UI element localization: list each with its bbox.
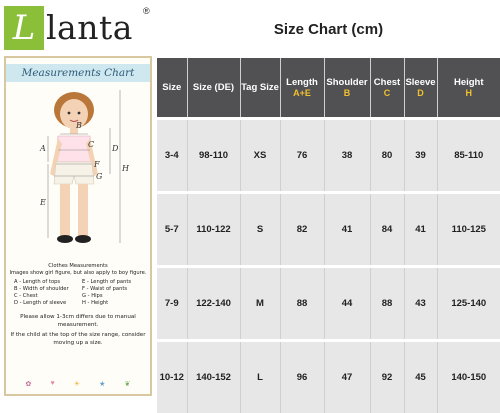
table-cell: 92 xyxy=(370,341,404,413)
header-size: Size xyxy=(157,58,187,119)
logo-text: lanta xyxy=(46,8,133,48)
header-chest-code: C xyxy=(371,88,404,99)
legend-item: F - Waist of pants xyxy=(82,286,148,293)
decorative-icons: ✿ ♥ ☀ ★ ❦ xyxy=(16,380,140,388)
table-cell: 110-122 xyxy=(187,193,240,267)
size-chart-title-bar: Size Chart (cm) xyxy=(157,0,500,58)
header-shoulder-code: B xyxy=(325,88,370,99)
sun-icon: ☀ xyxy=(74,380,80,388)
leaf-icon: ❦ xyxy=(125,380,131,388)
table-cell: 84 xyxy=(370,193,404,267)
table-cell: M xyxy=(240,267,280,341)
table-cell: 76 xyxy=(280,119,324,193)
registered-mark: ® xyxy=(143,6,150,16)
table-cell: 140-150 xyxy=(437,341,500,413)
legend-item: A - Length of tops xyxy=(14,279,80,286)
table-cell: 44 xyxy=(324,267,370,341)
table-cell: 98-110 xyxy=(187,119,240,193)
table-cell: 122-140 xyxy=(187,267,240,341)
measurements-panel: L lanta ® Measurements Chart xyxy=(0,0,157,401)
label-d: D xyxy=(112,144,118,153)
table-cell: 39 xyxy=(404,119,437,193)
legend-item: D - Length of sleeve xyxy=(14,300,80,307)
legend-item: B - Width of shoulder xyxy=(14,286,80,293)
measurements-chart-frame: Measurements Chart xyxy=(4,56,152,396)
girl-figure-illustration: B C D A F G H E xyxy=(12,88,146,258)
size-chart-panel: Size Chart (cm) Size Size (DE) Tag Size … xyxy=(157,0,500,401)
heart-icon: ♥ xyxy=(51,380,55,388)
legend-item: H - Height xyxy=(82,300,148,307)
legend-item: E - Length of pants xyxy=(82,279,148,286)
label-a: A xyxy=(40,144,46,153)
label-e: E xyxy=(40,198,46,207)
table-cell: 47 xyxy=(324,341,370,413)
label-c: C xyxy=(88,140,94,149)
table-cell: 85-110 xyxy=(437,119,500,193)
manual-measurement-note: Please allow 1-3cm differs due to manual… xyxy=(8,313,148,329)
table-cell: 41 xyxy=(324,193,370,267)
measurement-notes: Clothes Measurements Images show girl fi… xyxy=(8,263,148,347)
label-h: H xyxy=(122,164,129,173)
label-b: B xyxy=(76,121,82,130)
label-f: F xyxy=(94,160,100,169)
table-cell: 10-12 xyxy=(157,341,187,413)
notes-heading: Clothes Measurements xyxy=(8,263,148,270)
header-size-de: Size (DE) xyxy=(187,58,240,119)
flower-icon: ✿ xyxy=(26,380,32,388)
measurement-legend: A - Length of tops E - Length of pants B… xyxy=(8,279,148,307)
label-g: G xyxy=(96,172,102,181)
size-chart-title: Size Chart (cm) xyxy=(274,21,383,38)
table-cell: 41 xyxy=(404,193,437,267)
table-cell: XS xyxy=(240,119,280,193)
table-cell: 38 xyxy=(324,119,370,193)
notes-subheading: Images show girl figure, but also apply … xyxy=(8,270,148,277)
header-tag-size: Tag Size xyxy=(240,58,280,119)
girl-figure-icon xyxy=(12,88,146,258)
table-row: 5-7 110-122 S 82 41 84 41 110-125 xyxy=(157,193,500,267)
legend-item: C - Chest xyxy=(14,293,80,300)
table-cell: 5-7 xyxy=(157,193,187,267)
table-cell: 125-140 xyxy=(437,267,500,341)
header-sleeve-code: D xyxy=(405,88,437,99)
legend-item: G - Hips xyxy=(82,293,148,300)
size-up-note: If the child at the top of the size rang… xyxy=(8,331,148,347)
star-icon: ★ xyxy=(99,380,105,388)
table-cell: 3-4 xyxy=(157,119,187,193)
table-cell: S xyxy=(240,193,280,267)
table-cell: 96 xyxy=(280,341,324,413)
header-length-code: A+E xyxy=(281,88,324,99)
table-cell: 82 xyxy=(280,193,324,267)
table-row: 10-12 140-152 L 96 47 92 45 140-150 xyxy=(157,341,500,413)
table-cell: 88 xyxy=(280,267,324,341)
table-cell: 88 xyxy=(370,267,404,341)
header-height-code: H xyxy=(438,88,500,99)
table-cell: 43 xyxy=(404,267,437,341)
table-cell: 140-152 xyxy=(187,341,240,413)
logo-letter: L xyxy=(4,6,44,50)
table-cell: 45 xyxy=(404,341,437,413)
table-cell: 80 xyxy=(370,119,404,193)
table-cell: L xyxy=(240,341,280,413)
table-row: 7-9 122-140 M 88 44 88 43 125-140 xyxy=(157,267,500,341)
table-cell: 7-9 xyxy=(157,267,187,341)
measurements-chart-title: Measurements Chart xyxy=(6,64,150,82)
table-cell: 110-125 xyxy=(437,193,500,267)
table-row: 3-4 98-110 XS 76 38 80 39 85-110 xyxy=(157,119,500,193)
brand-logo: L lanta ® xyxy=(4,6,152,50)
